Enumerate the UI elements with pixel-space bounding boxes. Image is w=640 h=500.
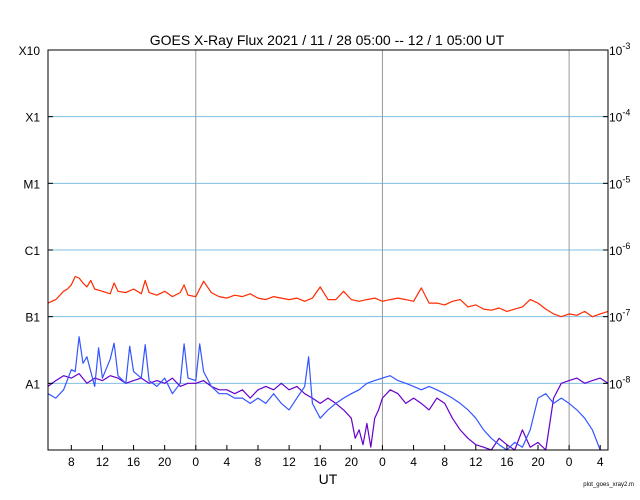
y-left-label: X1 xyxy=(25,111,40,125)
y-right-label: 10-3 xyxy=(609,41,630,58)
x-tick-label: 20 xyxy=(345,455,359,469)
y-right-label: 10-6 xyxy=(609,241,630,258)
x-tick-label: 16 xyxy=(314,455,328,469)
x-tick-label: 12 xyxy=(469,455,483,469)
x-tick-label: 12 xyxy=(96,455,110,469)
y-left-label: A1 xyxy=(25,377,40,391)
series-line-2 xyxy=(47,336,601,451)
x-tick-label: 12 xyxy=(282,455,296,469)
series-group xyxy=(47,275,609,451)
y-left-label: M1 xyxy=(23,177,40,191)
x-tick-label: 4 xyxy=(597,455,604,469)
x-tick-label: 8 xyxy=(441,455,448,469)
x-tick-label: 0 xyxy=(566,455,573,469)
series-line-0 xyxy=(47,275,609,318)
x-axis-ticks: 8 12 16 20 0 4 8 12 16 20 0 4 8 12 16 20 0 4 xyxy=(68,445,604,469)
y-right-label: 10-4 xyxy=(609,108,630,125)
series-line-1 xyxy=(47,373,609,451)
x-tick-label: 0 xyxy=(192,455,199,469)
y-right-label: 10-7 xyxy=(609,308,630,325)
y-axis-right-labels: 10-3 10-4 10-5 10-6 10-7 10-8 xyxy=(603,41,630,391)
footer-note: plot_goes_xray2.m xyxy=(583,482,634,488)
x-tick-label: 16 xyxy=(127,455,141,469)
x-tick-label: 20 xyxy=(531,455,545,469)
x-tick-label: 8 xyxy=(68,455,75,469)
x-axis-label: UT xyxy=(319,471,338,487)
x-tick-label: 0 xyxy=(379,455,386,469)
y-left-label: C1 xyxy=(25,244,41,258)
x-tick-label: 4 xyxy=(224,455,231,469)
y-left-label: X10 xyxy=(19,44,41,58)
x-tick-label: 8 xyxy=(255,455,262,469)
x-tick-label: 4 xyxy=(410,455,417,469)
chart-title: GOES X-Ray Flux 2021 / 11 / 28 05:00 -- … xyxy=(150,32,505,48)
gridlines xyxy=(48,116,608,384)
y-right-label: 10-5 xyxy=(609,174,630,191)
y-left-label: B1 xyxy=(25,311,40,325)
x-tick-label: 20 xyxy=(158,455,172,469)
y-axis-left-labels: X10 X1 M1 C1 B1 A1 xyxy=(19,44,53,391)
y-right-label: 10-8 xyxy=(609,374,630,391)
x-tick-label: 16 xyxy=(500,455,514,469)
